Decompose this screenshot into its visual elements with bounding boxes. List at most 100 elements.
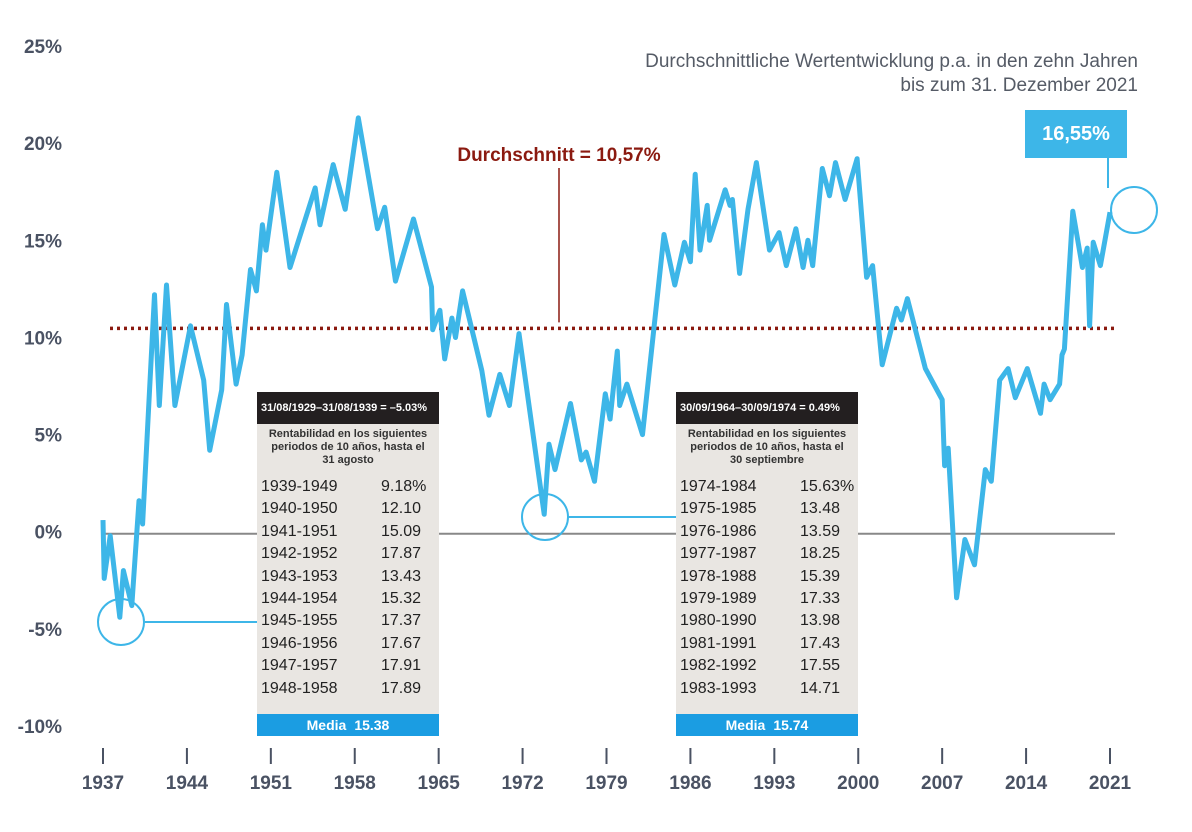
table-row: 1977-1987 18.25 (676, 543, 858, 565)
y-tick-label: 20% (24, 134, 62, 155)
table-footer: Media 15.74 (676, 713, 858, 736)
footer-value: 15.38 (354, 716, 390, 733)
table-row: 1948-1958 17.89 (257, 678, 439, 700)
table-cell: 1977-1987 (680, 545, 757, 563)
table-row: 1944-1954 15.32 (257, 588, 439, 610)
data-table: 30/09/1964–30/09/1974 = 0.49% Rentabilida… (676, 392, 858, 736)
table-cell: 17.55 (800, 657, 841, 675)
table-row: 1980-1990 13.98 (676, 610, 858, 632)
table-cell: 17.91 (381, 657, 422, 675)
table-row: 1982-1992 17.55 (676, 655, 858, 677)
table-row: 1978-1988 15.39 (676, 566, 858, 588)
data-table: 31/08/1929–31/08/1939 = –5.03% Rentabilid… (257, 392, 439, 736)
table-cell: 1978-1988 (680, 567, 757, 585)
x-tick-label: 1951 (250, 773, 293, 794)
table-cell: 1940-1950 (261, 500, 338, 518)
table-row: 1983-1993 14.71 (676, 678, 858, 700)
table-row: 1975-1985 13.48 (676, 498, 858, 520)
x-tick-label: 2021 (1089, 773, 1132, 794)
x-tick-label: 2007 (921, 773, 963, 794)
y-tick-label: 15% (24, 231, 62, 252)
table-cell: 15.32 (381, 589, 422, 607)
table-cell: 1982-1992 (680, 657, 757, 675)
table-cell: 13.59 (800, 522, 841, 540)
chart-title: Durchschnittliche Wertentwicklung p.a. i… (645, 51, 1138, 96)
table-row: 1941-1951 15.09 (257, 521, 439, 543)
table-cell: 15.63% (800, 478, 855, 495)
table-cell: 1939-1949 (261, 478, 338, 495)
table-cell: 17.33 (800, 589, 841, 607)
x-tick-label: 1979 (585, 773, 627, 794)
y-tick-label: 25% (24, 37, 62, 58)
table-cell: 14.71 (800, 679, 841, 697)
table-cell: 17.37 (381, 612, 422, 630)
table-row: 1940-1950 12.10 (257, 498, 439, 520)
table-cell: 17.87 (381, 545, 422, 563)
y-tick-label: 10% (24, 328, 62, 349)
table-cell: 1945-1955 (261, 612, 338, 630)
table-row: 1979-1989 17.33 (676, 588, 858, 610)
x-tick-label: 2014 (1005, 773, 1048, 794)
table-cell: 12.10 (381, 500, 422, 518)
table-cell: 1943-1953 (261, 567, 338, 585)
table-row: 1942-1952 17.87 (257, 543, 439, 565)
table-cell: 1975-1985 (680, 500, 757, 518)
table-cell: 1947-1957 (261, 657, 338, 675)
table-cell: 13.48 (800, 500, 841, 518)
table-row: 1974-1984 15.63% (676, 476, 858, 498)
table-row: 1981-1991 17.43 (676, 633, 858, 655)
table-cell: 17.43 (800, 634, 841, 652)
footer-value: 15.74 (773, 716, 809, 733)
table-cell: 1948-1958 (261, 679, 338, 697)
table-cell: 1979-1989 (680, 589, 757, 607)
table-cell: 1942-1952 (261, 545, 338, 563)
table-subtitle: Rentabilidad en los siguientes periodos … (687, 428, 847, 466)
table-header: 30/09/1964–30/09/1974 = 0.49% (676, 392, 858, 424)
y-tick-label: -5% (28, 620, 62, 641)
x-tick-label: 1972 (501, 773, 543, 794)
data-line (100, 115, 1113, 620)
y-tick-label: 5% (35, 426, 63, 447)
table-row: 1946-1956 17.67 (257, 633, 439, 655)
table-cell: 13.98 (800, 612, 841, 630)
table-row: 1939-1949 9.18% (257, 476, 439, 498)
table-cell: 1976-1986 (680, 522, 757, 540)
table-row: 1976-1986 13.59 (676, 521, 858, 543)
end-label: 16,55% (1025, 110, 1127, 158)
table-cell: 9.18% (381, 478, 427, 495)
y-tick-label: 0% (35, 523, 63, 544)
table-cell: 17.67 (381, 634, 422, 652)
x-tick-label: 1937 (82, 773, 124, 794)
average-label: Durchschnitt = 10,57% (457, 145, 660, 166)
x-tick-label: 2000 (837, 773, 879, 794)
table-row: 1947-1957 17.91 (257, 655, 439, 677)
table-row: 1943-1953 13.43 (257, 566, 439, 588)
x-tick-label: 1944 (166, 773, 209, 794)
table-header: 31/08/1929–31/08/1939 = –5.03% (257, 392, 439, 424)
y-tick-label: -10% (18, 717, 62, 738)
x-tick-label: 1965 (418, 773, 461, 794)
x-tick-label: 1993 (753, 773, 795, 794)
table-cell: 18.25 (800, 545, 841, 563)
table-subtitle: Rentabilidad en los siguientes periodos … (268, 428, 428, 466)
table-cell: 17.89 (381, 679, 422, 697)
table-cell: 1944-1954 (261, 589, 338, 607)
x-tick-label: 1958 (334, 773, 376, 794)
table-cell: 1980-1990 (680, 612, 757, 630)
table-cell: 15.09 (381, 522, 422, 540)
table-cell: 13.43 (381, 567, 422, 585)
x-tick-label: 1986 (669, 773, 711, 794)
table-footer: Media 15.38 (257, 713, 439, 736)
table-cell: 1981-1991 (680, 634, 757, 652)
table-row: 1945-1955 17.37 (257, 610, 439, 632)
table-cell: 1974-1984 (680, 478, 757, 495)
table-cell: 1946-1956 (261, 634, 338, 652)
footer-label: Media (306, 716, 347, 733)
table-cell: 15.39 (800, 567, 841, 585)
table-cell: 1941-1951 (261, 522, 338, 540)
table-cell: 1983-1993 (680, 679, 757, 697)
footer-label: Media (725, 716, 766, 733)
highlight-circle (1110, 186, 1158, 234)
